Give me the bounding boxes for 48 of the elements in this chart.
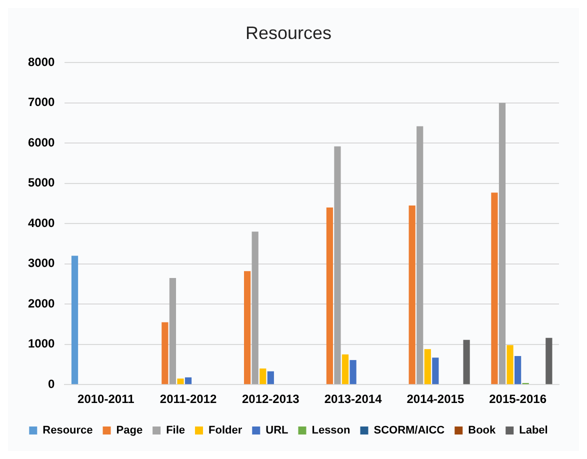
legend-label: Label xyxy=(519,424,548,437)
chart-title: Resources xyxy=(245,22,332,43)
y-tick-label: 8000 xyxy=(28,54,56,69)
legend-label: Lesson xyxy=(312,424,351,437)
legend-label: File xyxy=(166,424,186,437)
bar xyxy=(498,102,506,384)
bar xyxy=(244,271,251,384)
legend-label: URL xyxy=(266,424,289,437)
bar xyxy=(506,345,514,384)
legend-label: Resource xyxy=(42,424,93,437)
legend-label: Book xyxy=(468,424,497,437)
x-tick-label: 2011-2012 xyxy=(160,392,217,406)
bar xyxy=(546,338,552,384)
y-tick-label: 0 xyxy=(48,376,56,391)
y-tick-label: 2000 xyxy=(28,296,56,310)
legend-label: Page xyxy=(116,424,143,437)
bar xyxy=(416,126,424,384)
x-tick-label: 2010-2011 xyxy=(78,392,135,406)
bar xyxy=(260,368,266,384)
bar xyxy=(432,358,439,384)
x-tick-label: 2014-2015 xyxy=(406,392,464,406)
y-tick-label: 5000 xyxy=(28,176,56,190)
y-tick-label: 6000 xyxy=(28,135,56,150)
x-tick-label: 2015-2016 xyxy=(489,392,547,406)
bar xyxy=(71,256,78,384)
bar xyxy=(162,322,168,384)
bar xyxy=(177,378,184,384)
bar xyxy=(326,208,334,384)
bar xyxy=(267,371,274,384)
bar xyxy=(342,354,349,384)
bar xyxy=(463,340,470,384)
legend-label: Folder xyxy=(208,424,243,437)
y-tick-label: 3000 xyxy=(28,256,56,270)
bar xyxy=(424,349,431,384)
bar xyxy=(334,146,341,384)
bar xyxy=(514,356,522,384)
bar xyxy=(350,360,356,384)
bar xyxy=(491,192,498,384)
x-tick-label: 2013-2014 xyxy=(324,392,382,406)
bar xyxy=(184,377,192,384)
bar xyxy=(252,232,258,384)
legend-label: SCORM/AICC xyxy=(374,424,445,437)
x-tick-label: 2012-2013 xyxy=(242,392,300,406)
y-tick-label: 4000 xyxy=(28,216,56,230)
y-tick-label: 1000 xyxy=(28,336,56,351)
bar xyxy=(408,205,416,384)
y-tick-label: 7000 xyxy=(28,95,56,110)
bar xyxy=(169,278,176,384)
